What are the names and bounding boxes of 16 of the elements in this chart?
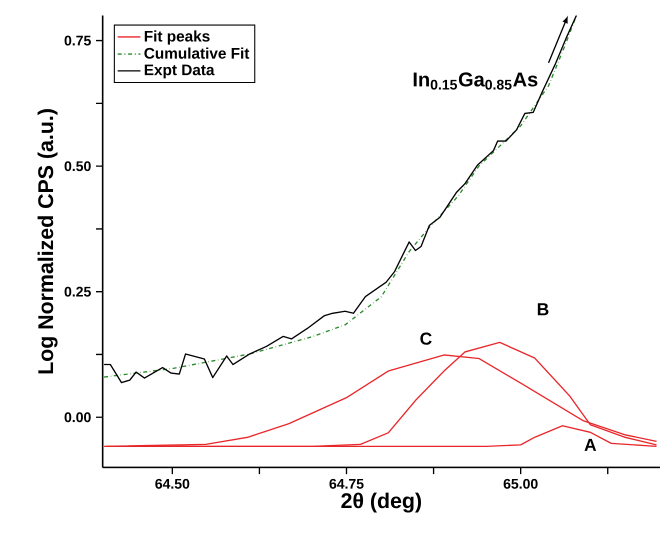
- x-tick-label: 64.75: [329, 478, 364, 489]
- x-axis-title: 2θ (deg): [341, 492, 421, 513]
- y-tick-label: 0.75: [64, 36, 91, 46]
- legend-label: Cumulative Fit: [144, 47, 250, 59]
- y-tick-label: 0.50: [64, 161, 91, 172]
- annotation: A: [584, 438, 596, 451]
- x-tick-label: 65.00: [504, 478, 538, 489]
- annotation: C: [420, 332, 432, 345]
- legend-label: Fit peaks: [144, 30, 210, 45]
- annotation: B: [538, 303, 548, 316]
- legend-label: Expt Data: [144, 64, 215, 78]
- y-tick-label: 0.25: [64, 286, 91, 297]
- y-tick-label: 0.00: [64, 412, 91, 422]
- x-tick-label: 64.50: [155, 478, 190, 489]
- annotation: In$_{0.15}$Ga$_{0.85}$As: [414, 72, 538, 90]
- y-axis-title: Log Normalized CPS (a.u.): [38, 109, 58, 374]
